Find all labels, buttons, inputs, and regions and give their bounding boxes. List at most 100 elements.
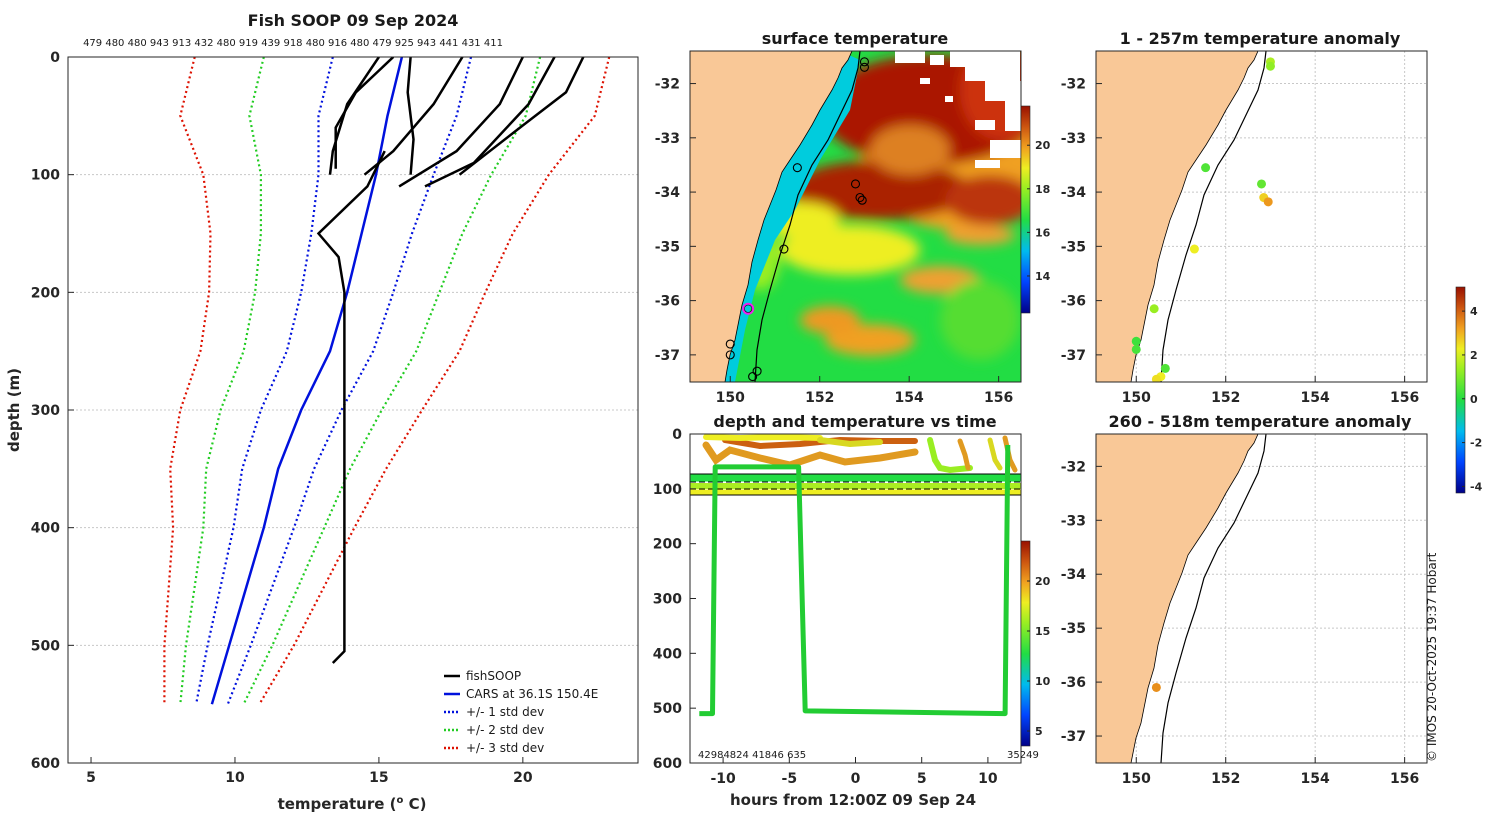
anomaly-point (1151, 374, 1161, 382)
y-tick-label: -34 (1061, 567, 1087, 583)
sst-title: surface temperature (762, 29, 949, 48)
station-marker (855, 192, 865, 203)
xlabel-main: temperature ( (278, 795, 397, 813)
x-tick-label: 5 (917, 771, 927, 787)
anomaly-deep-title: 260 - 518m temperature anomaly (1109, 412, 1412, 431)
current-station-marker (742, 302, 755, 315)
time-colorbar (1020, 540, 1031, 747)
colorbar-tick-label: 4 (1470, 305, 1478, 318)
y-tick-label: 100 (653, 482, 682, 498)
anomaly-point (1131, 344, 1141, 354)
anomaly-shallow-grid (1096, 51, 1427, 382)
x-tick-label: 0 (851, 771, 861, 787)
anomaly-point (1265, 61, 1275, 71)
legend-label: fishSOOP (466, 669, 521, 683)
std-line-minus-2 (179, 57, 265, 705)
anomaly-point (1201, 163, 1211, 173)
dive-track-line (699, 444, 1011, 717)
fishsoop-profile (406, 57, 415, 175)
x-tick-label: 15 (369, 770, 388, 786)
anomaly-deep-ticks: -32 -33 -34 -35 -36 -37 150 152 154 156 (1061, 459, 1420, 787)
xlabel-end: C) (403, 795, 426, 813)
anomaly-shallow-land (1096, 51, 1259, 382)
anomaly-shallow-title: 1 - 257m temperature anomaly (1120, 29, 1401, 48)
colorbar-tick-label: 15 (1035, 625, 1050, 638)
sst-coast (690, 51, 853, 382)
x-tick-label: -5 (782, 771, 798, 787)
y-tick-label: 200 (31, 285, 60, 301)
profile-legend: fishSOOP CARS at 36.1S 150.4E +/- 1 std de… (444, 669, 598, 755)
sst-shelf-contour (754, 51, 861, 382)
anomaly-deep-land (1096, 434, 1259, 763)
y-tick-label: 600 (653, 756, 682, 772)
colorbar-tick-label: 20 (1035, 575, 1051, 588)
time-panel: depth and temperature vs time (653, 412, 1051, 809)
legend-label: +/- 3 std dev (466, 741, 544, 755)
y-tick-label: -37 (655, 348, 680, 364)
y-tick-label: 0 (50, 50, 60, 66)
y-tick-label: 200 (653, 537, 682, 553)
x-tick-label: 156 (984, 390, 1013, 406)
station-marker (857, 195, 867, 205)
x-tick-label: 150 (1122, 390, 1151, 406)
anomaly-deep-panel: 260 - 518m temperature anomaly -32 -33 -34… (1061, 412, 1428, 787)
time-plot (690, 434, 1021, 717)
y-tick-label: -37 (1061, 729, 1086, 745)
colorbar-tick-label: -4 (1470, 480, 1483, 493)
y-tick-label: -32 (655, 77, 680, 93)
station-marker (725, 339, 735, 349)
profile-panel: Fish SOOP 09 Sep 2024 479 480 480 943 91… (5, 11, 639, 813)
y-tick-label: 300 (31, 403, 60, 419)
sst-colorbar (1020, 105, 1031, 314)
colorbar-tick-label: 0 (1470, 393, 1478, 406)
x-tick-label: 152 (805, 390, 834, 406)
y-tick-label: -33 (1061, 131, 1086, 147)
fishsoop-profile (424, 57, 556, 188)
y-tick-label: 100 (31, 168, 60, 184)
xlabel-superscript: o (396, 795, 403, 806)
profile-observations (316, 57, 585, 664)
y-tick-label: -33 (655, 131, 680, 147)
x-tick-label: 156 (1390, 390, 1419, 406)
anomaly-deep-points (1151, 682, 1161, 692)
colorbar-tick-label: 20 (1035, 139, 1051, 152)
colorbar-tick-label: 16 (1035, 226, 1051, 239)
anomaly-point (1160, 363, 1170, 373)
std-line-minus-1 (195, 57, 334, 705)
y-tick-label: 400 (31, 521, 60, 537)
anomaly-shallow-ticks: -32 -33 -34 -35 -36 -37 150 152 154 156 (1061, 77, 1420, 406)
time-ticks: 0 100 200 300 400 500 600 -10 -5 0 5 10 (653, 427, 998, 787)
time-bottom-labels-left: 42984824 41846 635 (698, 750, 806, 761)
x-tick-label: -10 (710, 771, 736, 787)
y-tick-label: -37 (1061, 348, 1086, 364)
y-tick-label: -36 (1061, 675, 1086, 691)
fishsoop-profile (398, 57, 524, 188)
y-tick-label: -35 (1061, 621, 1086, 637)
y-tick-label: -35 (655, 239, 680, 255)
anomaly-deep-contour (1160, 434, 1267, 763)
y-tick-label: 400 (653, 646, 682, 662)
sst-cloud-mask (895, 51, 1021, 168)
colorbar-tick-label: 5 (1035, 725, 1043, 738)
profile-title: Fish SOOP 09 Sep 2024 (248, 11, 459, 30)
time-colorbar-ticks: 5 10 15 20 (1027, 575, 1051, 738)
x-tick-label: 10 (978, 771, 998, 787)
y-tick-label: 600 (31, 756, 60, 772)
dive-track (699, 444, 1011, 717)
anomaly-point (1263, 197, 1273, 207)
sst-ticks: -32 -33 -34 -35 -36 -37 150 152 154 156 (655, 77, 1014, 406)
x-tick-label: 156 (1390, 771, 1419, 787)
y-tick-label: 0 (672, 427, 682, 443)
y-tick-label: 300 (653, 592, 682, 608)
fishsoop-profile (458, 57, 585, 176)
y-tick-label: 500 (653, 701, 682, 717)
sst-colorbar-ticks: 14 16 18 20 (1027, 139, 1051, 283)
x-tick-label: 152 (1211, 771, 1240, 787)
legend-label: +/- 1 std dev (466, 705, 544, 719)
x-tick-label: 10 (225, 770, 245, 786)
colorbar-tick-label: -2 (1470, 437, 1482, 450)
y-tick-label: -36 (1061, 294, 1086, 310)
anomaly-colorbar (1455, 286, 1466, 494)
profile-top-labels: 479 480 480 943 913 432 480 919 439 918 … (83, 38, 503, 49)
